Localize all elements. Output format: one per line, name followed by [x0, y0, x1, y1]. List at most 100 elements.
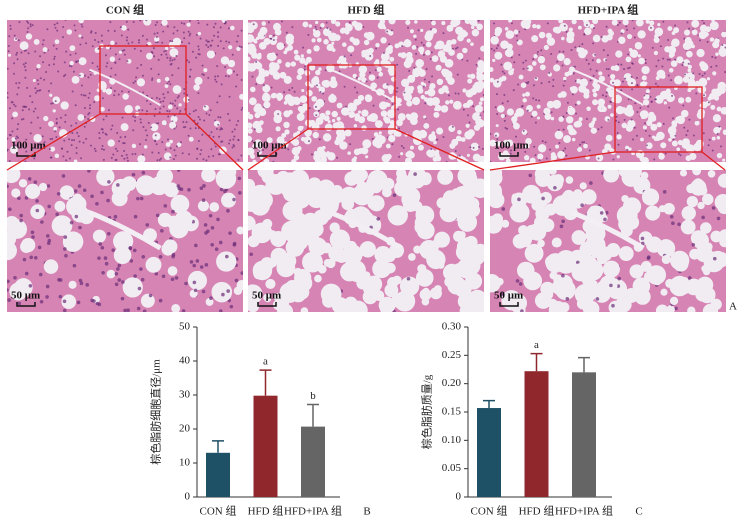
lipid-droplet [187, 270, 208, 291]
lipid-droplet [263, 37, 271, 46]
lipid-droplet [406, 150, 414, 158]
lipid-droplet [248, 215, 256, 231]
nucleus [661, 65, 664, 68]
histology-image: 100 μm [490, 20, 726, 162]
lipid-droplet [248, 284, 263, 305]
zoom-line [701, 151, 726, 171]
lipid-droplet [378, 296, 396, 312]
nucleus [400, 144, 403, 147]
nucleus [91, 62, 94, 65]
nucleus [189, 127, 192, 130]
lipid-droplet [556, 53, 565, 62]
lipid-droplet [637, 54, 641, 58]
nucleus [225, 254, 229, 259]
lipid-droplet [62, 231, 84, 252]
nucleus [8, 160, 11, 162]
nucleus [197, 115, 200, 118]
lipid-droplet [262, 84, 271, 93]
nucleus [639, 106, 642, 109]
lipid-droplet [124, 105, 133, 114]
nucleus [701, 215, 705, 220]
lipid-droplet [149, 176, 169, 196]
nucleus [616, 23, 619, 26]
lipid-droplet [233, 286, 243, 295]
x-tick-label: CON 组 [200, 504, 237, 518]
lipid-droplet [444, 70, 453, 79]
nucleus [595, 69, 598, 72]
lipid-droplet [660, 73, 666, 79]
nucleus [11, 117, 14, 120]
lipid-droplet [143, 20, 152, 26]
nucleus [79, 281, 84, 286]
nucleus [151, 78, 154, 81]
nucleus [591, 59, 594, 62]
lipid-droplet [42, 47, 48, 53]
nucleus [63, 235, 68, 239]
lipid-droplet [620, 224, 633, 237]
nucleus [120, 154, 123, 157]
nucleus [496, 80, 499, 83]
lipid-droplet [511, 116, 518, 123]
lipid-droplet [663, 202, 675, 215]
nucleus [126, 60, 129, 63]
nucleus [712, 256, 717, 261]
nucleus [211, 39, 214, 42]
nucleus [482, 93, 484, 96]
nucleus [187, 30, 190, 33]
nucleus [154, 134, 157, 137]
nucleus [24, 160, 27, 162]
nucleus [8, 133, 11, 136]
nucleus [571, 93, 574, 96]
lipid-droplet [276, 42, 285, 50]
lipid-droplet [78, 57, 87, 66]
lipid-droplet [469, 73, 476, 80]
y-tick-label: 20 [179, 423, 191, 435]
nucleus [355, 76, 358, 79]
lipid-droplet [596, 58, 601, 64]
lipid-droplet [392, 275, 402, 285]
nucleus [430, 20, 433, 22]
lipid-droplet [632, 277, 651, 295]
bar [301, 426, 325, 497]
lipid-droplet [680, 219, 696, 235]
lipid-droplet [165, 142, 171, 148]
lipid-droplet [96, 170, 115, 186]
nucleus [103, 256, 108, 260]
nucleus [430, 148, 433, 151]
nucleus [662, 57, 665, 60]
lipid-droplet [472, 112, 482, 122]
lipid-droplet [435, 64, 442, 71]
nucleus [570, 49, 573, 52]
nucleus [58, 126, 61, 129]
nucleus [228, 142, 231, 145]
nucleus [187, 134, 190, 137]
nucleus [100, 147, 103, 150]
nucleus [655, 65, 658, 68]
lipid-droplet [492, 58, 496, 62]
lipid-droplet [279, 71, 287, 79]
lipid-droplet [690, 230, 707, 246]
nucleus [422, 44, 425, 47]
nucleus [572, 72, 575, 75]
nucleus [148, 293, 153, 298]
nucleus [141, 254, 146, 259]
nucleus [64, 114, 67, 117]
nucleus [70, 144, 73, 147]
lipid-droplet [576, 46, 583, 53]
lipid-droplet [435, 149, 440, 154]
lipid-droplet [565, 176, 574, 184]
lipid-droplet [61, 294, 77, 310]
nucleus [348, 21, 351, 24]
nucleus [101, 270, 105, 275]
nucleus [84, 74, 87, 77]
nucleus [528, 173, 533, 178]
nucleus [30, 121, 33, 124]
nucleus [193, 288, 198, 293]
lipid-droplet [228, 45, 233, 50]
lipid-droplet [427, 88, 436, 97]
nucleus [170, 277, 175, 282]
nucleus [472, 146, 475, 149]
nucleus [540, 49, 543, 52]
nucleus [17, 301, 22, 306]
nucleus [179, 141, 182, 144]
